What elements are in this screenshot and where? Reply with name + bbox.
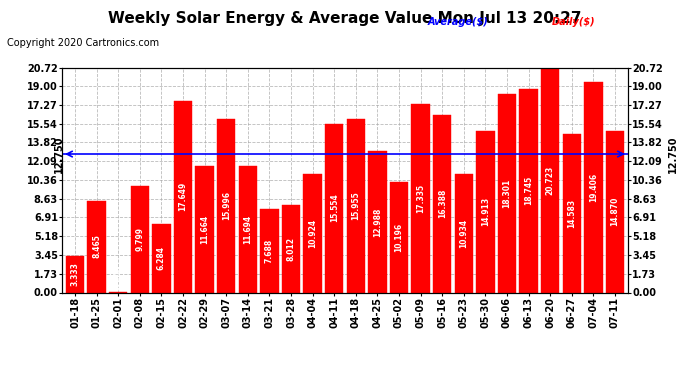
Text: 19.406: 19.406 [589, 172, 598, 202]
Bar [195, 166, 214, 292]
Bar [606, 131, 624, 292]
Bar [520, 89, 538, 292]
Bar [282, 206, 300, 292]
Bar [174, 101, 193, 292]
Text: 3.333: 3.333 [70, 262, 79, 286]
Bar [455, 174, 473, 292]
Text: 11.694: 11.694 [244, 214, 253, 244]
Bar [562, 134, 581, 292]
Bar [476, 130, 495, 292]
Text: 11.664: 11.664 [200, 214, 209, 244]
Text: 14.870: 14.870 [611, 197, 620, 226]
Bar [130, 186, 149, 292]
Text: 17.649: 17.649 [179, 182, 188, 211]
Text: Copyright 2020 Cartronics.com: Copyright 2020 Cartronics.com [7, 38, 159, 48]
Bar [152, 224, 170, 292]
Bar [497, 94, 516, 292]
Bar [217, 119, 235, 292]
Bar [325, 124, 344, 292]
Bar [66, 256, 84, 292]
Text: 6.284: 6.284 [157, 246, 166, 270]
Text: 14.913: 14.913 [481, 197, 490, 226]
Text: 18.745: 18.745 [524, 176, 533, 206]
Text: Average($): Average($) [428, 17, 489, 27]
Bar [584, 82, 602, 292]
Text: 16.388: 16.388 [437, 189, 446, 218]
Text: Weekly Solar Energy & Average Value Mon Jul 13 20:27: Weekly Solar Energy & Average Value Mon … [108, 11, 582, 26]
Text: 10.934: 10.934 [460, 219, 469, 248]
Bar [239, 165, 257, 292]
Bar [346, 119, 365, 292]
Bar [88, 201, 106, 292]
Text: 14.583: 14.583 [567, 199, 576, 228]
Text: 18.301: 18.301 [502, 178, 511, 208]
Text: 12.988: 12.988 [373, 207, 382, 237]
Text: 17.335: 17.335 [416, 184, 425, 213]
Text: 0.008: 0.008 [114, 265, 123, 289]
Text: 8.465: 8.465 [92, 235, 101, 258]
Bar [304, 174, 322, 292]
Text: 12.750: 12.750 [54, 135, 64, 173]
Text: 10.924: 10.924 [308, 219, 317, 248]
Bar [368, 152, 386, 292]
Bar [411, 104, 430, 292]
Text: 20.723: 20.723 [546, 165, 555, 195]
Bar [260, 209, 279, 292]
Text: 10.196: 10.196 [395, 223, 404, 252]
Bar [541, 68, 560, 292]
Bar [433, 114, 451, 292]
Text: 15.554: 15.554 [330, 194, 339, 222]
Text: 15.996: 15.996 [221, 191, 230, 220]
Text: 9.799: 9.799 [135, 227, 144, 251]
Text: 15.955: 15.955 [351, 192, 360, 220]
Text: 12.750: 12.750 [668, 135, 678, 173]
Text: Daily($): Daily($) [552, 17, 595, 27]
Text: 8.012: 8.012 [286, 237, 295, 261]
Bar [390, 182, 408, 292]
Text: 7.688: 7.688 [265, 238, 274, 263]
